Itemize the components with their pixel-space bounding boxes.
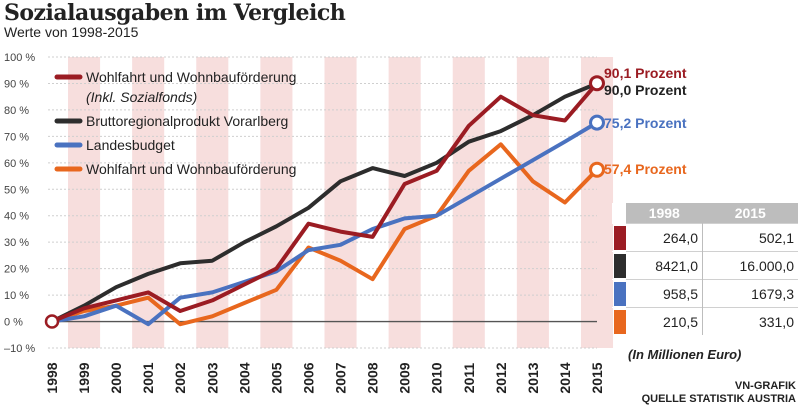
table-cell: 210,5 [626,307,704,335]
year-band [260,57,293,348]
end-value-label: 75,2 Prozent [604,115,687,131]
source-credit: VN-GRAFIK QUELLE STATISTIK AUSTRIA [642,380,796,406]
x-tick-label: 2012 [493,362,509,393]
credit-line-2: QUELLE STATISTIK AUSTRIA [641,393,796,405]
swatch-dark-red [614,225,626,250]
end-value-label: 90,1 Prozent [604,65,687,81]
swatch-orange [614,309,626,334]
y-tick-label: 80 % [4,105,29,117]
end-value-label: 57,4 Prozent [604,161,687,177]
year-band [324,57,357,348]
y-tick-label: 10 % [4,290,29,302]
x-tick-label: 2000 [108,362,124,393]
table-cell: 502,1 [702,223,798,252]
table-cell: 1679,3 [702,279,798,308]
table-cell: 16.000,0 [702,251,798,280]
x-tick-label: 2003 [204,362,220,393]
x-tick-label: 2015 [589,362,605,393]
start-marker [44,314,60,329]
table-cell: 8421,0 [626,251,704,280]
y-tick-label: 50 % [4,184,29,196]
legend-swatch [612,279,626,308]
table-cell: 264,0 [626,223,704,252]
legend-swatch [612,251,626,280]
chart-subtitle: Werte von 1998-2015 [4,24,139,40]
y-tick-label: 20 % [4,264,29,276]
y-tick-label: 0 % [4,317,23,329]
x-tick-label: 2004 [236,362,252,393]
x-tick-label: 1998 [44,362,60,393]
legend-swatch [612,307,626,335]
swatch-black [614,253,626,278]
table-header-1998: 1998 [626,203,703,224]
legend-label: Wohlfahrt und Wohnbauförderung [86,161,296,177]
legend-label: (Inkl. Sozialfonds) [86,89,197,105]
y-tick-label: –10 % [4,343,35,355]
x-tick-label: 2002 [172,362,188,393]
end-value-label: 90,0 Prozent [604,82,687,98]
credit-line-1: VN-GRAFIK [734,380,796,392]
y-tick-label: 100 % [4,52,35,64]
table-row: 958,5 1679,3 [612,279,798,308]
x-tick-label: 2007 [333,362,349,393]
table-row: 8421,0 16.000,0 [612,251,798,280]
chart-title: Sozialausgaben im Vergleich [4,0,346,26]
y-tick-label: 40 % [4,211,29,223]
year-band [516,57,549,348]
legend-swatch [612,223,626,252]
unit-note: (In Millionen Euro) [628,347,742,362]
x-tick-label: 2009 [397,362,413,393]
y-tick-label: 90 % [4,78,29,90]
end-marker-0 [589,75,605,92]
table-row: 210,5 331,0 [612,307,798,335]
series-line-1 [50,81,599,324]
series-line-3 [50,142,599,327]
x-tick-label: 2014 [557,362,573,393]
series-line-2 [50,120,599,327]
x-tick-label: 2011 [461,363,477,394]
legend-label: Landesbudget [86,137,175,153]
table-row: 264,0 502,1 [612,223,798,252]
x-tick-label: 2013 [525,362,541,393]
series-line-0 [50,81,599,324]
table-cell: 958,5 [626,279,704,308]
x-tick-label: 1999 [76,362,92,393]
table-cell: 331,0 [702,307,798,335]
end-marker-3 [589,161,605,178]
legend-label: Wohlfahrt und Wohnbauförderung [86,69,296,85]
x-tick-label: 2006 [300,362,316,393]
y-tick-label: 30 % [4,237,29,249]
end-marker-2 [589,114,605,131]
x-tick-label: 2008 [365,362,381,393]
x-tick-label: 2005 [268,362,284,393]
y-tick-label: 60 % [4,158,29,170]
x-tick-label: 2010 [429,362,445,393]
swatch-blue [614,281,626,306]
legend-label: Bruttoregionalprodukt Vorarlberg [86,113,288,129]
x-tick-label: 2001 [140,362,156,393]
table-header-2015: 2015 [702,203,798,224]
values-table: 1998 2015 264,0 502,1 8421,0 16.000,0 95… [612,203,798,335]
year-band [580,57,614,348]
y-tick-label: 70 % [4,131,29,143]
table-header-blank [612,203,626,224]
